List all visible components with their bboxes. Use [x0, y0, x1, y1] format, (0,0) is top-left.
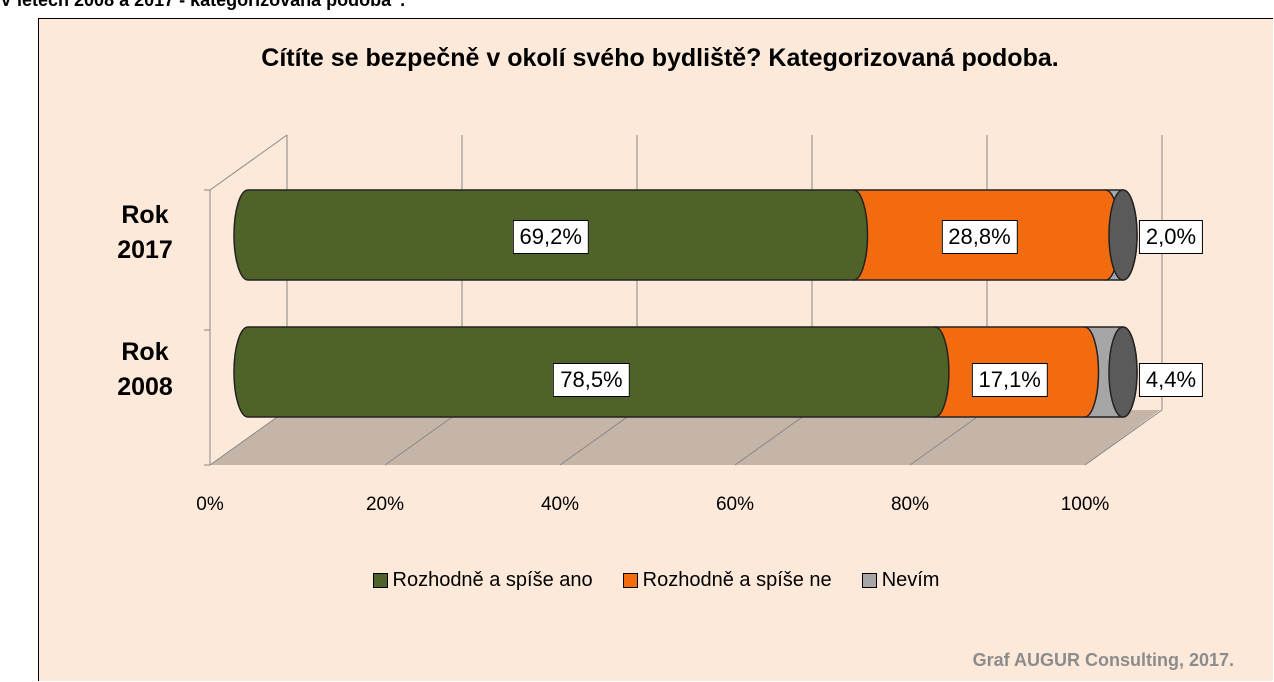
bar-end-cap: [1108, 326, 1138, 418]
floor: [210, 410, 1160, 465]
bar-end-cap: [1108, 189, 1138, 281]
value-label: 69,2%: [512, 220, 589, 254]
value-label: 28,8%: [941, 220, 1018, 254]
category-label: Rok 2008: [117, 338, 173, 401]
floor-grid-line: [559, 409, 638, 466]
caption: V letech 2008 a 2017 - kategorizovaná po…: [0, 0, 406, 10]
legend: Rozhodně a spíše ano Rozhodně a spíše ne N…: [38, 569, 1274, 592]
legend-swatch: [372, 573, 388, 588]
source-note: Graf AUGUR Consulting, 2017.: [972, 650, 1234, 670]
floor-grid-line: [909, 409, 988, 466]
legend-item: Rozhodně a spíše ano: [372, 569, 593, 592]
x-tick-label: 100%: [1061, 494, 1110, 515]
legend-label: Nevím: [881, 569, 940, 591]
floor-grid-line: [384, 409, 463, 466]
value-label: 4,4%: [1138, 363, 1204, 397]
wall-edge: [209, 134, 288, 191]
category-label: Rok 2017: [117, 201, 173, 264]
legend-item: Rozhodně a spíše ne: [622, 569, 832, 592]
chart-title: Cítíte se bezpečně v okolí svého bydlišt…: [261, 44, 1059, 72]
x-tick-label: 20%: [366, 494, 404, 515]
floor-grid-line: [209, 409, 288, 466]
value-label: 2,0%: [1138, 220, 1204, 254]
floor-grid-line: [1084, 409, 1163, 466]
value-label: 78,5%: [553, 363, 630, 397]
x-tick-label: 80%: [891, 494, 929, 515]
value-label: 17,1%: [971, 363, 1048, 397]
legend-item: Nevím: [861, 569, 940, 592]
legend-label: Rozhodně a spíše ano: [392, 569, 593, 591]
x-tick-label: 40%: [541, 494, 579, 515]
legend-label: Rozhodně a spíše ne: [642, 569, 832, 591]
x-tick-label: 0%: [196, 494, 224, 515]
floor-grid-line: [734, 409, 813, 466]
legend-swatch: [622, 573, 638, 588]
x-tick-label: 60%: [716, 494, 754, 515]
legend-swatch: [861, 573, 877, 588]
